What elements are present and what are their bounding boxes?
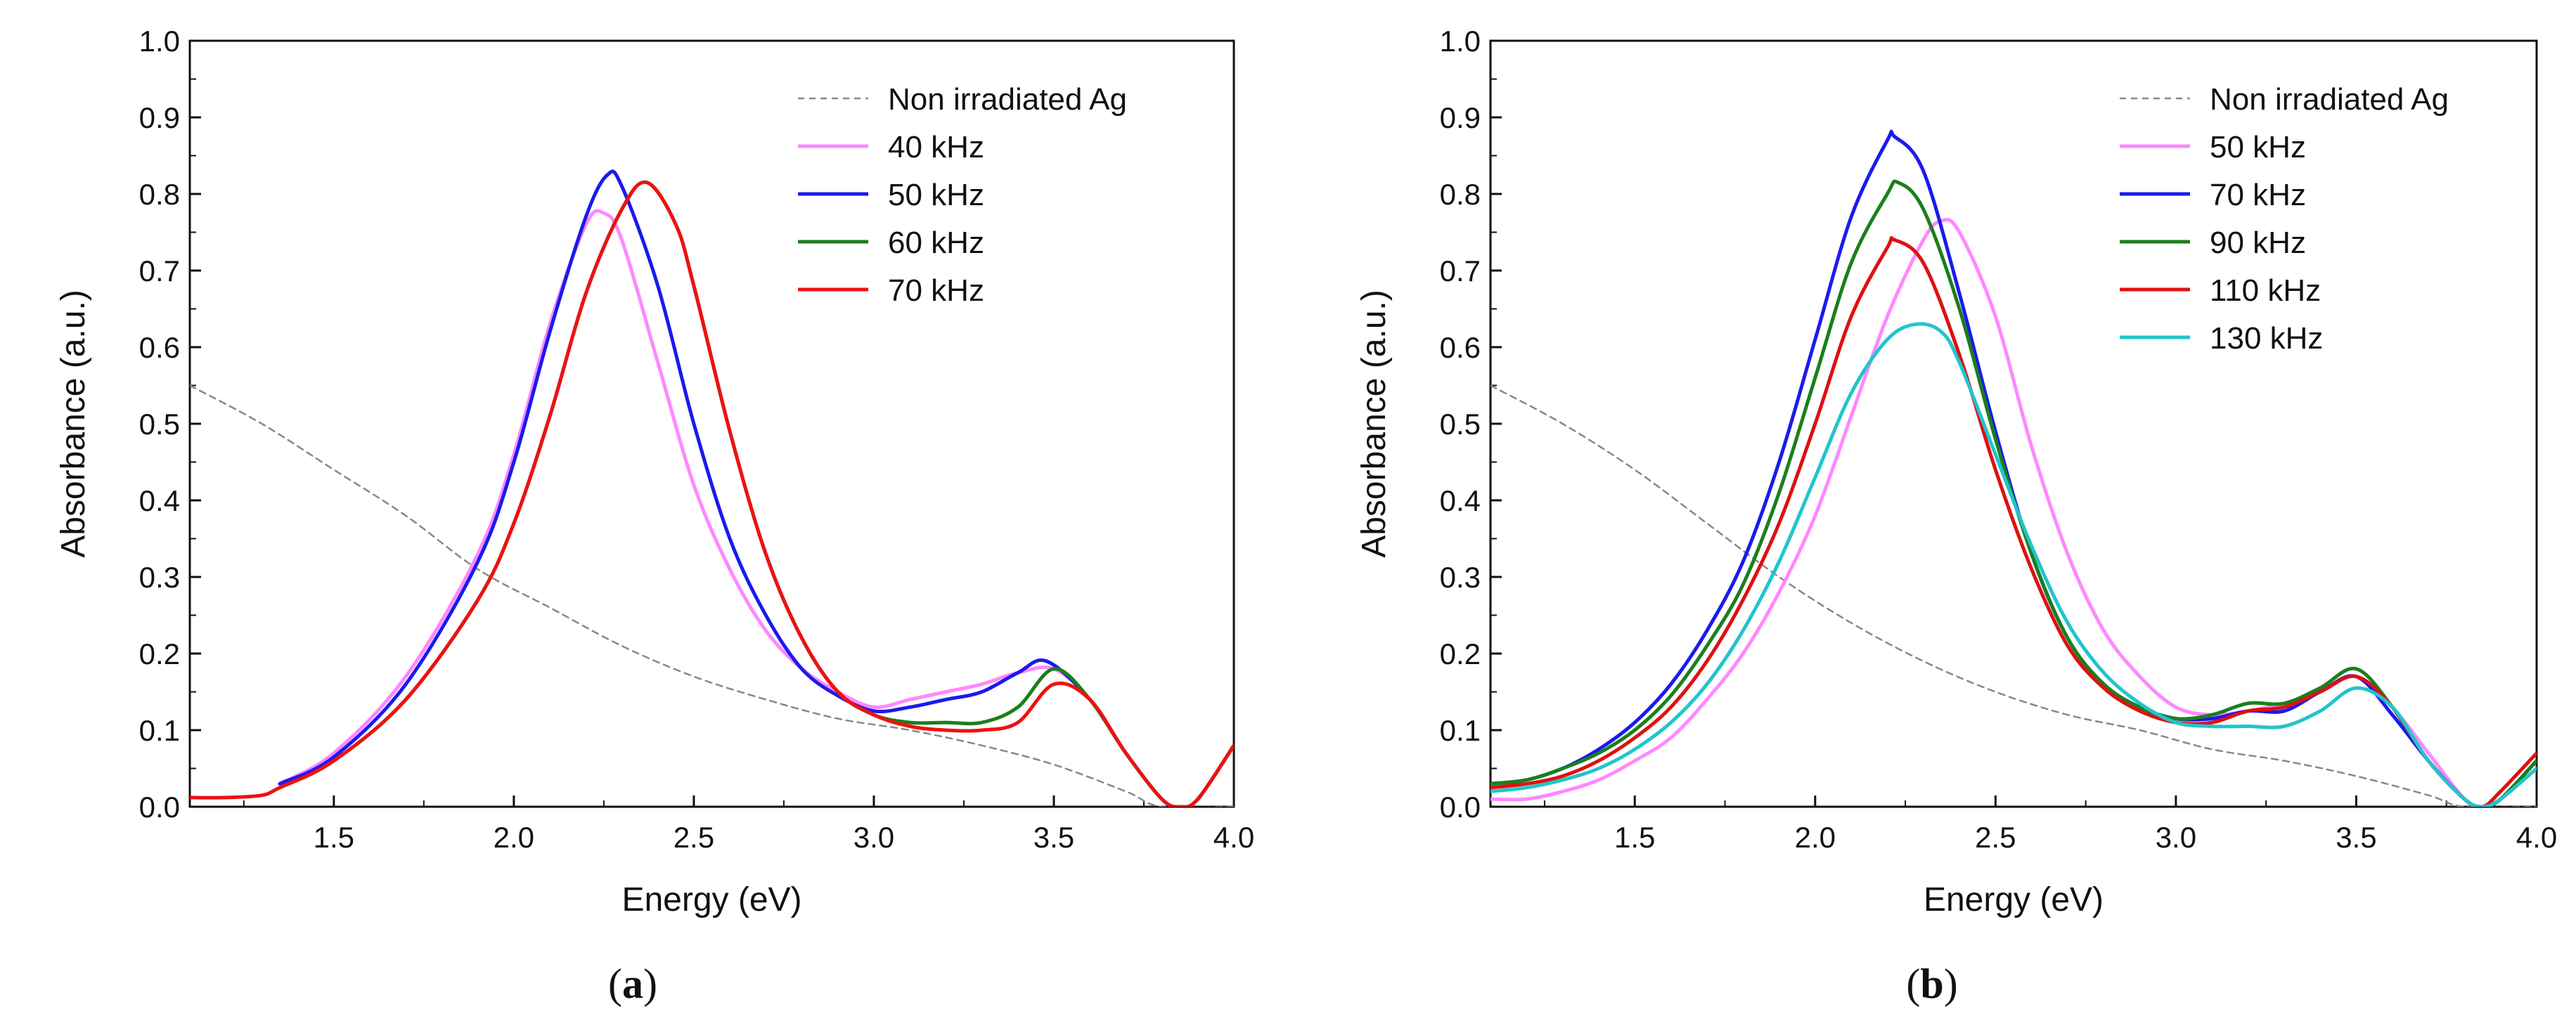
legend-label: 50 kHz xyxy=(888,178,984,212)
y-tick-label: 0.9 xyxy=(139,101,180,134)
series-line-50-khz xyxy=(278,169,1234,807)
legend-label: 110 kHz xyxy=(2210,273,2321,308)
x-tick-label: 3.0 xyxy=(2156,821,2196,854)
x-tick-label: 2.0 xyxy=(1795,821,1836,854)
legend-label: 90 kHz xyxy=(2210,226,2306,260)
panel-label-close: ) xyxy=(643,961,657,1007)
panel-label-open: ( xyxy=(1906,961,1920,1007)
y-axis-title: Absorbance (a.u.) xyxy=(1355,290,1393,558)
x-tick-label: 2.0 xyxy=(494,821,534,854)
y-tick-label: 0.7 xyxy=(139,254,180,287)
y-tick-label: 0.4 xyxy=(1440,484,1481,517)
y-tick-label: 0.0 xyxy=(1440,791,1481,824)
legend: Non irradiated Ag 40 kHz 50 kHz 60 kHz 70 kH… xyxy=(798,82,1127,308)
series-line-60-khz xyxy=(278,180,1234,807)
x-tick-label: 1.5 xyxy=(1614,821,1655,854)
series-line-90-khz xyxy=(1490,179,2537,807)
x-tick-label: 3.5 xyxy=(1033,821,1074,854)
panel-label-open: ( xyxy=(608,961,622,1007)
y-tick-label: 0.6 xyxy=(139,331,180,364)
x-axis-title: Energy (eV) xyxy=(622,881,801,918)
legend: Non irradiated Ag 50 kHz 70 kHz 90 kHz 110 k… xyxy=(2120,82,2449,356)
series-line-non-irradiated-ag xyxy=(190,384,1234,807)
x-axis-title: Energy (eV) xyxy=(1924,881,2104,918)
legend-label: 130 kHz xyxy=(2210,321,2323,356)
chart-panel-a: 0.0 0.1 0.2 0.3 0.4 0.5 0.6 0.7 0.8 0.9 1.0 1.5 2.0 2… xyxy=(55,25,1254,1007)
series-line-130-khz xyxy=(1490,322,2537,807)
plot-frame xyxy=(188,39,1235,808)
legend-label: 40 kHz xyxy=(888,130,984,164)
y-tick-label: 0.0 xyxy=(139,791,180,824)
x-tick-label: 1.5 xyxy=(314,821,354,854)
legend-label: Non irradiated Ag xyxy=(2210,82,2449,117)
y-tick-label: 0.3 xyxy=(1440,561,1481,594)
series-line-non-irradiated-ag xyxy=(1490,384,2537,807)
legend-label: Non irradiated Ag xyxy=(888,82,1127,117)
x-tick-label: 4.0 xyxy=(1213,821,1254,854)
y-tick-label: 0.3 xyxy=(139,561,180,594)
series-line-40-khz xyxy=(278,209,1234,807)
y-tick-label: 1.0 xyxy=(1440,25,1481,58)
x-tick-label: 2.5 xyxy=(674,821,714,854)
panel-label: (a) xyxy=(608,961,657,1007)
x-tick-label: 3.0 xyxy=(854,821,894,854)
legend-label: 50 kHz xyxy=(2210,130,2306,164)
panel-label-close: ) xyxy=(1944,961,1958,1007)
series-line-70-khz xyxy=(1490,129,2537,807)
series-line-70-khz xyxy=(190,180,1234,807)
y-tick-label: 0.1 xyxy=(1440,714,1481,747)
panel-label-letter: a xyxy=(622,961,643,1007)
x-tick-label: 2.5 xyxy=(1975,821,2016,854)
legend-label: 70 kHz xyxy=(888,273,984,308)
legend-label: 60 kHz xyxy=(888,226,984,260)
y-tick-label: 0.5 xyxy=(139,408,180,441)
panel-label-letter: b xyxy=(1920,961,1943,1007)
series-group xyxy=(190,169,1234,807)
y-tick-label: 0.6 xyxy=(1440,331,1481,364)
y-tick-label: 0.5 xyxy=(1440,408,1481,441)
series-group xyxy=(1490,129,2537,807)
y-tick-label: 0.4 xyxy=(139,484,180,517)
panel-label: (b) xyxy=(1906,961,1957,1007)
y-tick-label: 0.8 xyxy=(1440,178,1481,211)
series-line-110-khz xyxy=(1490,235,2537,807)
y-tick-label: 1.0 xyxy=(139,25,180,58)
y-axis-title: Absorbance (a.u.) xyxy=(55,290,92,558)
x-tick-label: 3.5 xyxy=(2336,821,2376,854)
y-tick-label: 0.7 xyxy=(1440,254,1481,287)
legend-label: 70 kHz xyxy=(2210,178,2306,212)
y-tick-label: 0.8 xyxy=(139,178,180,211)
y-tick-label: 0.2 xyxy=(139,637,180,670)
chart-panel-b: 0.0 0.1 0.2 0.3 0.4 0.5 0.6 0.7 0.8 0.9 1.0 1.5 2.0 2… xyxy=(1355,25,2557,1007)
y-tick-label: 0.9 xyxy=(1440,101,1481,134)
y-tick-label: 0.1 xyxy=(139,714,180,747)
y-tick-label: 0.2 xyxy=(1440,637,1481,670)
x-tick-label: 4.0 xyxy=(2516,821,2557,854)
